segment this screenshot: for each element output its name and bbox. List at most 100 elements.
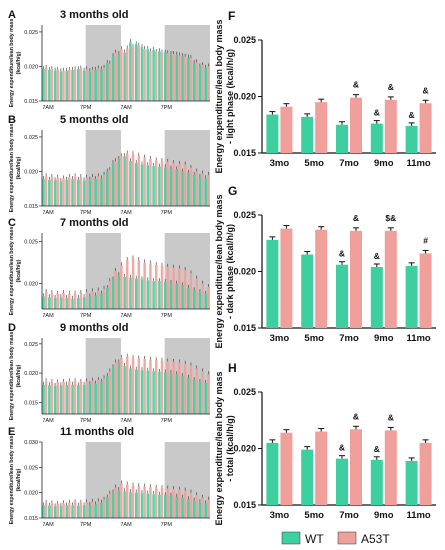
panel-e-ytick-label: 0.015 bbox=[24, 516, 38, 522]
panel-e-a53t-bar bbox=[154, 487, 158, 518]
panel-e-a53t-bar bbox=[114, 487, 117, 518]
panel-b-wt-bar bbox=[123, 156, 126, 206]
panel-d-wt-bar bbox=[106, 376, 109, 414]
panel-b-wt-bar bbox=[146, 165, 150, 206]
panel-g-ytick-label: 0.025 bbox=[233, 210, 256, 220]
panel-f-letter: F bbox=[228, 9, 235, 23]
panel-d-wt-bar bbox=[129, 368, 132, 414]
panel-g-xtick-label: 5mo bbox=[304, 333, 324, 344]
panel-d-xtick-label: 7AM bbox=[42, 418, 54, 424]
panel-a-ytick-label: 0.025 bbox=[24, 30, 38, 36]
panel-c-a53t-bar bbox=[154, 265, 158, 309]
panel-d-wt-bar bbox=[187, 377, 190, 414]
panel-h-ylabel-line1: Energy expenditure/lean body mass bbox=[214, 371, 224, 525]
panel-c-wt-bar bbox=[140, 279, 144, 309]
panel-b-a53t-bar bbox=[154, 160, 158, 206]
panel-e-xtick-label: 7AM bbox=[42, 522, 54, 528]
panel-b-wt-bar bbox=[204, 178, 207, 206]
panel-c-wt-bar bbox=[77, 298, 80, 309]
panel-a-a53t-bar bbox=[207, 66, 210, 101]
panel-h-letter: H bbox=[228, 361, 237, 375]
panel-c-wt-bar bbox=[65, 298, 68, 309]
panel-f-ytick-label: 0.020 bbox=[233, 92, 256, 102]
panel-d-a53t-bar bbox=[207, 374, 210, 414]
panel-h-ytick-label: 0.025 bbox=[233, 387, 256, 397]
panel-b-a53t-bar bbox=[149, 159, 152, 206]
panel-f-a53t-bar bbox=[350, 97, 362, 153]
panel-e-a53t-bar bbox=[143, 486, 146, 518]
panel-c-wt-bar bbox=[158, 281, 161, 309]
panel-e-wt-bar bbox=[88, 504, 92, 518]
panel-f-xtick-label: 5mo bbox=[304, 158, 324, 169]
panel-a-a53t-bar bbox=[120, 49, 123, 101]
panel-h-wt-bar bbox=[301, 449, 314, 505]
panel-b-ylabel-line1: Energy expenditure/lean body mass bbox=[9, 123, 15, 212]
panel-a-wt-bar bbox=[71, 69, 74, 101]
panel-b-wt-bar bbox=[88, 179, 92, 206]
panel-f-significance-a53t: & bbox=[423, 85, 429, 95]
panel-b-a53t-bar bbox=[120, 156, 123, 206]
panel-d-a53t-bar bbox=[154, 360, 158, 414]
panel-f-a53t-bar bbox=[419, 103, 432, 153]
panel-d-wt-bar bbox=[59, 385, 63, 414]
panel-b-a53t-bar bbox=[91, 176, 94, 206]
panel-b-wt-bar bbox=[42, 179, 45, 206]
panel-b-a53t-bar bbox=[50, 176, 54, 206]
panel-d-wt-bar bbox=[198, 381, 202, 414]
legend-a53t-label: A53T bbox=[361, 532, 390, 546]
panel-g-wt-bar bbox=[301, 254, 314, 328]
panel-b-ytick-label: 0.015 bbox=[24, 204, 38, 210]
panel-c-a53t-bar bbox=[73, 293, 77, 309]
panel-c-a53t-bar bbox=[114, 271, 117, 309]
panel-h-xtick-label: 5mo bbox=[304, 510, 324, 521]
panel-c-wt-bar bbox=[106, 287, 109, 309]
panel-c-a53t-bar bbox=[131, 258, 135, 309]
panel-d-wt-bar bbox=[53, 385, 57, 414]
panel-b-a53t-bar bbox=[183, 164, 187, 206]
panel-g-xtick-label: 3mo bbox=[270, 333, 290, 344]
panel-a-a53t-bar bbox=[79, 68, 83, 101]
panel-b-a53t-bar bbox=[137, 155, 141, 206]
panel-b-wt-bar bbox=[59, 181, 63, 206]
panel-a-wt-bar bbox=[146, 49, 150, 101]
panel-d-a53t-bar bbox=[201, 371, 204, 414]
panel-g-wt-bar bbox=[370, 266, 383, 328]
panel-a-wt-bar bbox=[111, 56, 115, 101]
panel-c-a53t-bar bbox=[120, 265, 123, 309]
panel-a-wt-bar bbox=[94, 69, 97, 101]
panel-a-wt-bar bbox=[129, 42, 132, 101]
panel-a-a53t-bar bbox=[62, 70, 65, 101]
panel-a-wt-bar bbox=[163, 52, 167, 101]
panel-e-wt-bar bbox=[94, 504, 97, 518]
panel-d-a53t-bar bbox=[178, 362, 181, 414]
panel-c-wt-bar bbox=[134, 278, 138, 309]
panel-h-wt-bar bbox=[266, 442, 279, 505]
panel-d-wt-bar bbox=[65, 384, 68, 414]
panel-g-ylabel-line2: - dark phase (kcal/h/g) bbox=[225, 224, 235, 319]
panel-e-wt-bar bbox=[42, 505, 45, 518]
panel-c-wt-bar bbox=[94, 295, 97, 309]
legend-wt-label: WT bbox=[305, 532, 324, 546]
panel-e-a53t-bar bbox=[102, 499, 106, 518]
panel-d-wt-bar bbox=[152, 371, 155, 414]
panel-c-xtick-label: 7PM bbox=[80, 313, 92, 319]
panel-b-wt-bar bbox=[158, 166, 161, 206]
panel-a-a53t-bar bbox=[50, 69, 54, 101]
panel-c-wt-bar bbox=[192, 290, 196, 309]
panel-e-wt-bar bbox=[169, 495, 173, 518]
panel-a-a53t-bar bbox=[166, 53, 170, 101]
panel-d-title: 9 months old bbox=[60, 322, 128, 334]
panel-e-a53t-bar bbox=[91, 501, 94, 518]
panel-d-xtick-label: 7PM bbox=[161, 418, 173, 424]
panel-g-xtick-label: 7mo bbox=[339, 333, 359, 344]
panel-a-wt-bar bbox=[42, 69, 45, 101]
panel-e-ytick-label: 0.030 bbox=[24, 440, 38, 446]
panel-b-a53t-bar bbox=[56, 177, 59, 206]
panel-h-ytick-label: 0.015 bbox=[233, 500, 256, 510]
panel-a-xtick-label: 7AM bbox=[42, 105, 54, 111]
panel-d-ylabel-line2: (kcal/h/g) bbox=[16, 364, 22, 387]
panel-a-xtick-label: 7AM bbox=[120, 105, 132, 111]
panel-a-wt-bar bbox=[175, 54, 179, 101]
panel-a-wt-bar bbox=[198, 66, 202, 101]
panel-a-a53t-bar bbox=[68, 69, 71, 101]
